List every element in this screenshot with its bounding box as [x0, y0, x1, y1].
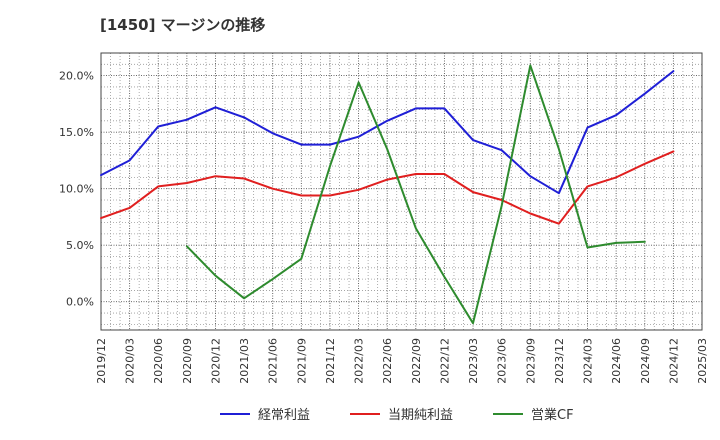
- x-tick-label: 2025/03: [696, 338, 709, 384]
- x-tick-label: 2022/09: [410, 338, 423, 384]
- x-tick-label: 2023/06: [496, 338, 509, 384]
- x-tick-label: 2019/12: [95, 338, 108, 384]
- x-tick-label: 2021/03: [238, 338, 251, 384]
- x-tick-label: 2023/03: [467, 338, 480, 384]
- x-tick-label: 2022/03: [353, 338, 366, 384]
- legend: 経常利益 当期純利益 営業CF: [220, 407, 574, 423]
- y-tick-label: 15.0%: [59, 126, 94, 139]
- y-tick-label: 20.0%: [59, 70, 94, 83]
- series-line: [185, 64, 646, 325]
- legend-label: 当期純利益: [388, 408, 453, 423]
- series-line: [100, 150, 675, 225]
- x-tick-label: 2023/12: [553, 338, 566, 384]
- x-tick-label: 2024/06: [610, 338, 623, 384]
- x-tick-label: 2022/12: [438, 338, 451, 384]
- y-tick-label: 0.0%: [66, 296, 94, 309]
- x-tick-label: 2023/09: [524, 338, 537, 384]
- axes: 20.0% 15.0% 10.0% 5.0% 0.0% 2019/12 2020/03 202…: [59, 52, 709, 384]
- plot-border: [100, 52, 703, 331]
- chart-title: [1450] マージンの推移: [100, 16, 266, 34]
- legend-label: 営業CF: [531, 407, 574, 423]
- x-tick-label: 2024/12: [667, 338, 680, 384]
- series-lines: [100, 64, 675, 325]
- x-tick-label: 2021/09: [295, 338, 308, 384]
- series-line: [100, 70, 675, 195]
- legend-label: 経常利益: [258, 408, 310, 423]
- x-tick-label: 2020/12: [209, 338, 222, 384]
- x-tick-label: 2020/03: [124, 338, 137, 384]
- x-tick-label: 2020/06: [152, 338, 165, 384]
- x-tick-label: 2024/03: [582, 338, 595, 384]
- x-tick-label: 2021/12: [324, 338, 337, 384]
- x-tick-label: 2021/06: [267, 338, 280, 384]
- x-tick-label: 2024/09: [639, 338, 652, 384]
- x-tick-label: 2020/09: [181, 338, 194, 384]
- y-tick-label: 5.0%: [66, 239, 94, 252]
- x-tick-label: 2022/06: [381, 338, 394, 384]
- y-tick-label: 10.0%: [59, 183, 94, 196]
